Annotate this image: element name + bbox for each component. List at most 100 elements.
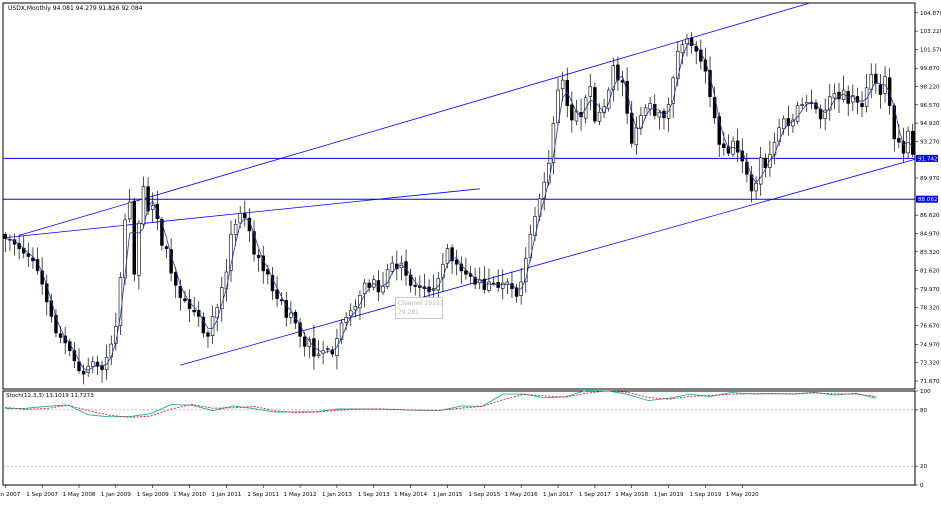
candle-body: [173, 272, 178, 286]
candle-body: [169, 249, 173, 274]
candle-body: [524, 258, 528, 282]
main-plot-frame: [2, 2, 916, 390]
candle-body: [897, 138, 901, 143]
candle-body: [791, 119, 795, 127]
candle-body: [321, 350, 325, 354]
x-tick-label: 1 May 2018: [615, 492, 648, 498]
candle-body: [224, 271, 229, 290]
candle-body: [100, 365, 104, 370]
candle-body: [473, 277, 477, 285]
candle-body: [81, 370, 86, 375]
candle-body: [344, 317, 348, 323]
candle-body: [800, 104, 804, 106]
candle-body: [781, 118, 786, 130]
candle-body: [362, 282, 367, 294]
y-tick-label: 76.670: [920, 324, 940, 330]
candle-body: [339, 322, 344, 340]
candle-body: [740, 150, 745, 162]
candle-body: [72, 350, 77, 362]
stoch-tick-label: 100: [920, 389, 931, 395]
candle-body: [349, 310, 353, 317]
candle-body: [786, 118, 791, 126]
candle-body: [901, 141, 906, 154]
y-tick-label: 96.570: [920, 103, 940, 109]
x-tick-label: 1 Sep 2013: [358, 492, 390, 498]
candle-body: [726, 146, 731, 154]
x-tick-label: 1 Jan 2013: [322, 492, 352, 498]
x-tick-label: 1 Sep 2017: [579, 492, 611, 498]
candle-body: [160, 219, 164, 246]
candle-body: [252, 231, 256, 255]
candle-body: [353, 306, 358, 311]
y-tick-label: 78.320: [920, 305, 940, 311]
y-tick-label: 83.320: [920, 250, 940, 256]
x-tick-label: 1 Jan 2017: [543, 492, 573, 498]
candle-body: [768, 154, 772, 168]
candle-body: [164, 246, 169, 249]
candle-body: [3, 233, 8, 240]
candle-body: [560, 79, 565, 89]
candle-body: [58, 333, 63, 338]
y-tick-label: 84.970: [920, 231, 940, 237]
candle-body: [146, 186, 150, 212]
y-tick-label: 73.320: [920, 361, 940, 367]
candle-body: [454, 259, 459, 265]
candle-body: [763, 158, 768, 169]
x-tick-label: 1 Sep 2019: [689, 492, 721, 498]
candle-body: [385, 269, 390, 287]
candle-body: [864, 87, 869, 107]
candle-body: [565, 80, 569, 106]
candle-body: [722, 143, 726, 149]
candle-body: [150, 205, 155, 210]
candle-body: [238, 212, 242, 224]
candle-body: [487, 281, 491, 291]
candle-body: [611, 65, 616, 90]
y-tick-label: 71.670: [920, 379, 940, 385]
price-label-text: 91.742: [918, 156, 938, 162]
candle-body: [758, 157, 763, 185]
x-tick-label: 1 Jan 2009: [101, 492, 131, 498]
candle-body: [233, 223, 238, 235]
tooltip-line-2: 79.281: [398, 309, 419, 316]
candle-body: [795, 105, 800, 122]
price-label-text: 88.062: [918, 197, 938, 203]
candle-body: [496, 282, 500, 288]
y-tick-label: 74.970: [920, 342, 940, 348]
x-tick-label: 1 May 2012: [284, 492, 317, 498]
y-tick-label: 99.870: [920, 66, 940, 72]
candle-body: [828, 96, 832, 111]
candle-body: [137, 222, 141, 276]
candle-body: [256, 254, 261, 258]
y-tick-label: 94.920: [920, 121, 940, 127]
candle-body: [450, 247, 454, 262]
candle-body: [745, 161, 749, 175]
candle-body: [616, 64, 620, 81]
x-tick-label: 1 May 2010: [173, 492, 206, 498]
candle-body: [878, 84, 883, 95]
candle-body: [653, 104, 657, 116]
x-tick-label: 1 Sep 2015: [468, 492, 500, 498]
candle-body: [275, 289, 279, 299]
candle-body: [648, 103, 652, 110]
candle-body: [588, 86, 593, 97]
candle-body: [330, 349, 335, 355]
candle-body: [220, 287, 224, 310]
candle-body: [851, 95, 855, 103]
candle-body: [685, 38, 689, 45]
x-tick-label: 1 May 2016: [505, 492, 538, 498]
candle-body: [689, 37, 694, 47]
candle-body: [284, 299, 289, 318]
y-tick-label: 81.620: [920, 269, 940, 275]
candle-body: [754, 182, 758, 192]
candle-body: [597, 111, 602, 122]
candle-body: [874, 73, 878, 84]
channel-line: [5, 188, 480, 238]
candle-body: [441, 263, 445, 279]
candle-body: [367, 282, 371, 288]
x-tick-label: 1 Jan 2011: [211, 492, 241, 498]
stoch-tick-label: 80: [920, 408, 928, 414]
x-tick-label: 1 Jan 2015: [432, 492, 462, 498]
candle-body: [279, 299, 284, 302]
